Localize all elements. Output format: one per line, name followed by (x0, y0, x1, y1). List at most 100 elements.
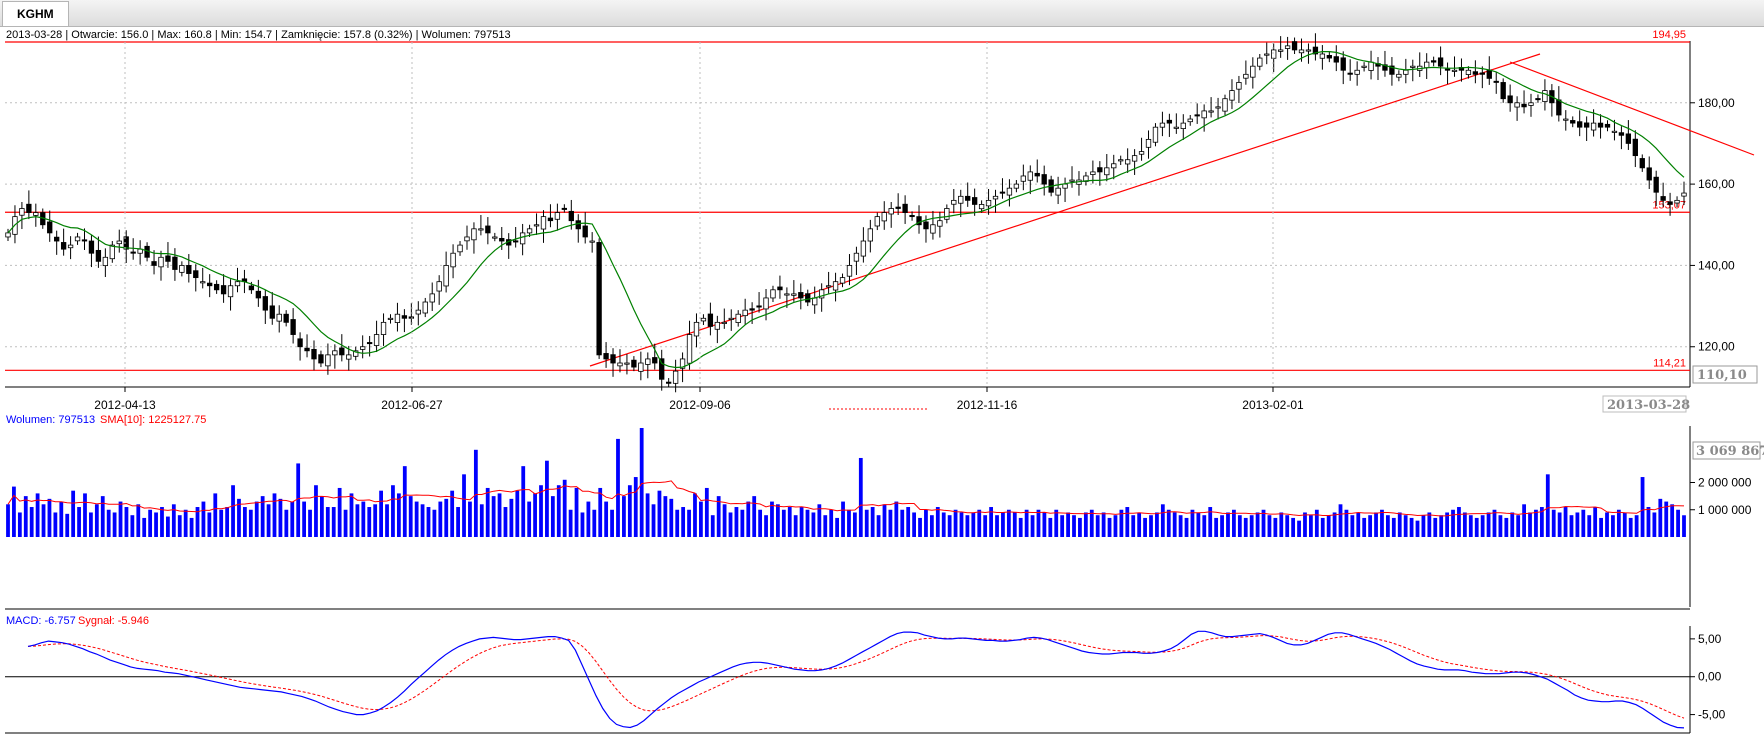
candle-body (617, 362, 623, 367)
info-close-value: 157.8 (0.32%) (343, 29, 412, 41)
candle-body (353, 350, 359, 357)
volume-bar (379, 490, 383, 537)
candle-body (1201, 110, 1207, 119)
info-open-label: Otwarcie: (71, 29, 117, 41)
volume-bar (829, 509, 834, 537)
candle-body (1277, 49, 1284, 52)
horizontal-lines[interactable]: 194,95 153,07 114,21 (5, 29, 1690, 371)
volume-bar (1190, 509, 1195, 537)
candle-body (812, 297, 818, 306)
volume-bar (1433, 517, 1438, 537)
volume-bar (106, 509, 111, 537)
volume-bar (420, 504, 425, 537)
candle-body (1368, 61, 1374, 71)
volume-bar (1380, 509, 1384, 537)
candle-body (1556, 99, 1562, 116)
volume-bar (858, 457, 863, 537)
volume-bar (1480, 515, 1485, 537)
candle-body (234, 281, 241, 287)
volume-label: Wolumen: 797513 (6, 414, 95, 426)
price-tick-label: 140,00 (1698, 258, 1735, 272)
volume-bar (1001, 512, 1005, 537)
candle-body (1166, 119, 1173, 124)
volume-bar (1036, 509, 1041, 537)
volume-bar (734, 507, 739, 537)
candle-body (777, 286, 783, 291)
chart-area[interactable]: 2013-03-28 | Otwarcie: 156.0 | Max: 160.… (0, 26, 1764, 734)
volume-bar (426, 507, 431, 537)
volume-bar (260, 496, 265, 537)
volume-bar (1273, 517, 1278, 537)
volume-bar (1539, 507, 1544, 537)
volume-bar (835, 517, 840, 537)
candle-body (1159, 122, 1166, 128)
candle-body (1410, 65, 1416, 68)
volume-bar (89, 512, 93, 537)
candle-body (568, 210, 574, 222)
info-sep-1: | (65, 29, 71, 41)
candle-body (436, 281, 442, 292)
candle-body (492, 236, 498, 239)
candle-body (1465, 69, 1472, 75)
candle-body (130, 251, 136, 254)
volume-bar (1237, 515, 1242, 537)
candle-body (485, 225, 491, 234)
volume-bar (1427, 512, 1432, 537)
volume-bar (1492, 509, 1497, 537)
candle-body (88, 240, 95, 254)
volume-bar (1628, 517, 1633, 537)
volume-bar (1634, 515, 1639, 537)
candle-body (1152, 126, 1159, 143)
volume-bar (1320, 517, 1325, 537)
candle-body (255, 290, 262, 299)
candle-body (332, 350, 338, 356)
date-tick-label: 2012-06-27 (381, 398, 443, 412)
candle-body (547, 217, 554, 222)
volume-bar (177, 515, 182, 537)
volume-bar (1658, 498, 1663, 537)
tab-kghm[interactable]: KGHM (2, 1, 69, 26)
candle-body (394, 313, 401, 323)
volume-bar (752, 496, 757, 537)
volume-bar (574, 487, 579, 537)
trend-line-up[interactable] (589, 53, 1541, 367)
volume-bar (367, 507, 372, 537)
candle-body (1041, 174, 1047, 185)
candle-body (1020, 175, 1026, 182)
trend-lines[interactable] (589, 53, 1755, 367)
volume-bar (1155, 512, 1159, 537)
volume-bar (1314, 509, 1319, 537)
candle-body (825, 285, 832, 288)
volume-bar (586, 501, 591, 537)
volume-bar (716, 496, 721, 537)
candle-body (1069, 179, 1075, 182)
candle-body (311, 348, 317, 360)
volume-bar (1332, 512, 1337, 537)
candle-body (832, 281, 839, 291)
candle-body (1111, 163, 1117, 169)
volume-bar (1113, 515, 1118, 537)
trend-line-down[interactable] (1509, 61, 1755, 156)
candle-body (1131, 155, 1138, 162)
volume-bar (1593, 507, 1598, 537)
volume-bar (23, 496, 28, 537)
volume-bar (639, 428, 644, 537)
date-tick-label: 2012-04-13 (94, 398, 156, 412)
volume-bar (1030, 515, 1035, 537)
volume-bar (1202, 515, 1207, 537)
volume-bar (331, 507, 336, 537)
volume-bar (687, 509, 691, 537)
candle-body (207, 282, 213, 287)
volume-bar (995, 515, 999, 537)
volume-bar (308, 509, 312, 537)
date-tick-label: 2013-02-01 (1242, 398, 1304, 412)
volume-bar (154, 512, 158, 537)
volume-bar (391, 485, 395, 537)
volume-bar (1391, 517, 1396, 537)
volume-bar (1605, 512, 1609, 537)
candle-body (1257, 57, 1263, 67)
candle-body (1034, 172, 1040, 177)
volume-bar (740, 509, 745, 537)
volume-bar (1018, 517, 1023, 537)
volume-bar (136, 504, 141, 537)
